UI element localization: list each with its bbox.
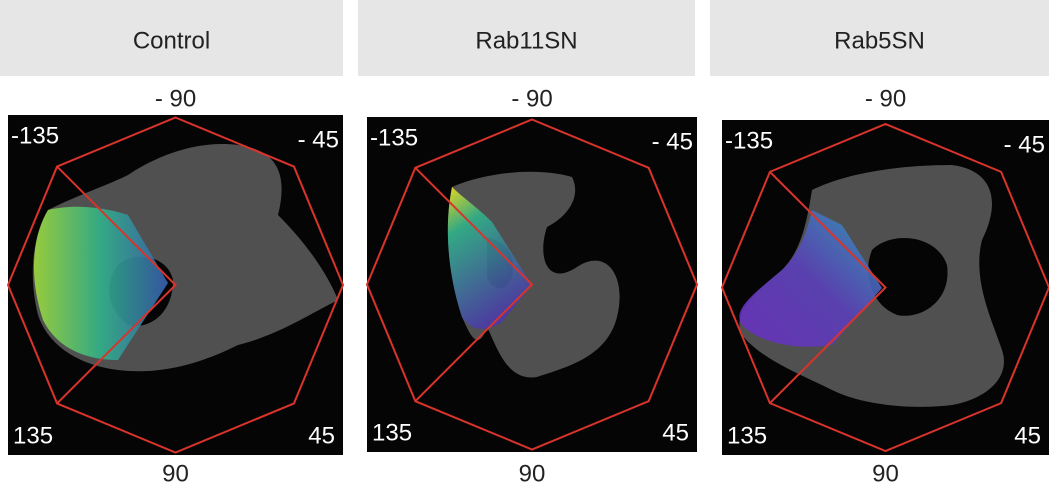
panel-title: Rab11SN: [475, 27, 577, 54]
angle-label: 90: [162, 460, 189, 487]
angle-label: 45: [1014, 422, 1041, 449]
angle-label: - 90: [511, 85, 552, 112]
angle-label: - 45: [298, 126, 339, 153]
cell-image: -135 - 45 135 45: [8, 115, 343, 455]
angle-label: - 45: [1004, 131, 1045, 158]
angle-label: - 90: [865, 85, 906, 112]
angle-label: 135: [372, 419, 412, 446]
angle-label: 90: [872, 460, 899, 487]
angle-label: -135: [725, 127, 773, 154]
angle-label: 135: [727, 422, 767, 449]
angle-label: - 90: [155, 85, 196, 112]
angle-label: 90: [519, 460, 546, 487]
angle-label: -135: [11, 122, 59, 149]
angle-label: -135: [370, 124, 418, 151]
panel-title: Control: [133, 27, 210, 54]
angle-label: 45: [308, 422, 335, 449]
angle-label: - 45: [652, 128, 693, 155]
panel-title: Rab5SN: [834, 27, 925, 54]
figure: Control -135 - 45 135 45 - 90 90 Rab11SN -135 - 4…: [0, 0, 1049, 494]
cell-image: -135 - 45 135 45: [367, 117, 697, 452]
angle-label: 135: [13, 422, 53, 449]
cell-image: -135 - 45 135 45: [722, 120, 1049, 455]
angle-label: 45: [662, 419, 689, 446]
